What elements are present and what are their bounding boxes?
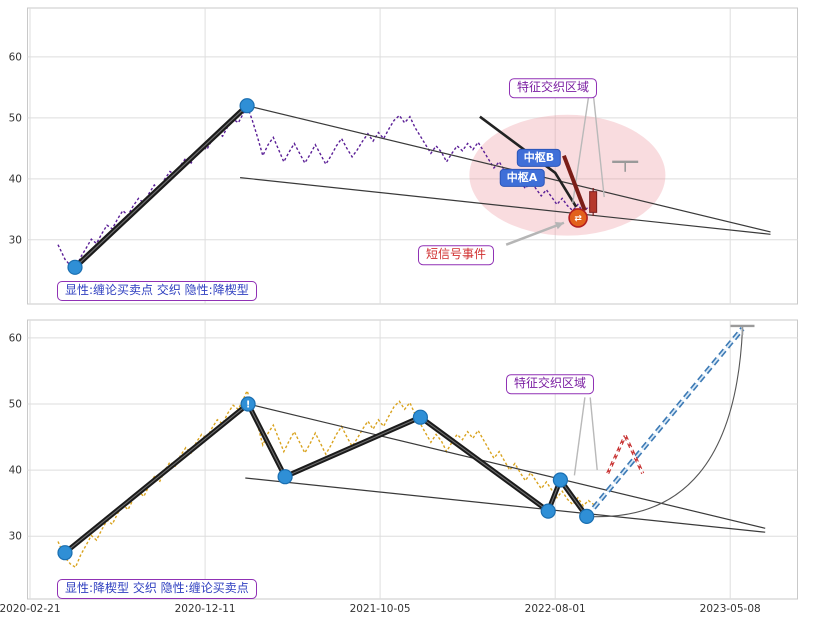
wedge-upper-trendline	[247, 403, 766, 529]
pivot-dot	[540, 503, 556, 519]
y-tick-label: 30	[9, 531, 22, 543]
pivot-dot	[277, 469, 293, 485]
pennant-right-edge	[593, 97, 605, 198]
y-tick-label: 60	[9, 332, 22, 344]
x-tick-label: 2023-05-08	[700, 603, 761, 615]
signal-event-marker	[568, 208, 588, 228]
wedge-lower-trendline	[240, 177, 771, 235]
pivot-dot	[579, 508, 595, 524]
signal-zone-ellipse	[469, 114, 666, 236]
pivot-dot	[67, 259, 83, 275]
red-wedge-right-leg-highlight	[624, 435, 644, 474]
plot-border	[27, 319, 798, 600]
dark-red-segment	[562, 154, 587, 212]
pivot-dot	[412, 409, 428, 425]
y-tick-label: 30	[9, 234, 22, 246]
y-tick-label: 50	[9, 399, 22, 411]
red-wedge-left-leg-highlight	[607, 435, 626, 474]
panel-bottom-wedge-view: 60 50 40 30 2020-02-21 2020-12-11 2021-10-05 20…	[0, 319, 798, 615]
pivot-dot-mark: !	[246, 400, 251, 411]
down-segment	[479, 115, 578, 208]
y-tick-label: 40	[9, 173, 22, 185]
pivot-dot	[240, 396, 256, 412]
pennant-left-edge	[573, 397, 586, 476]
y-tick-label: 60	[9, 51, 22, 63]
projection-arc	[586, 328, 744, 518]
red-candle	[589, 191, 598, 213]
main-up-segment-highlight	[74, 105, 248, 268]
panel-top-chanlun-view: 60 50 40 30 ⇄	[9, 7, 798, 305]
pennant-right-edge	[589, 397, 598, 471]
projection-line-highlight	[585, 327, 744, 518]
marker-glyph: ⇄	[574, 214, 582, 224]
plot-border	[27, 7, 798, 305]
wedge-upper-trendline	[246, 105, 771, 233]
x-tick-label: 2021-10-05	[350, 603, 411, 615]
pivot-dot	[552, 472, 569, 488]
pivot-dot	[239, 98, 255, 114]
x-tick-label: 2020-02-21	[0, 603, 61, 615]
y-tick-label: 40	[9, 465, 22, 477]
price-line	[57, 388, 595, 569]
pivot-dot	[57, 545, 73, 561]
short-signal-arrow	[505, 221, 565, 246]
x-tick-label: 2022-08-01	[525, 603, 586, 615]
x-tick-label: 2020-12-11	[175, 603, 236, 615]
wedge-lower-trendline	[245, 477, 766, 533]
short-signal-arrow-head	[554, 221, 564, 230]
y-tick-label: 50	[9, 112, 22, 124]
